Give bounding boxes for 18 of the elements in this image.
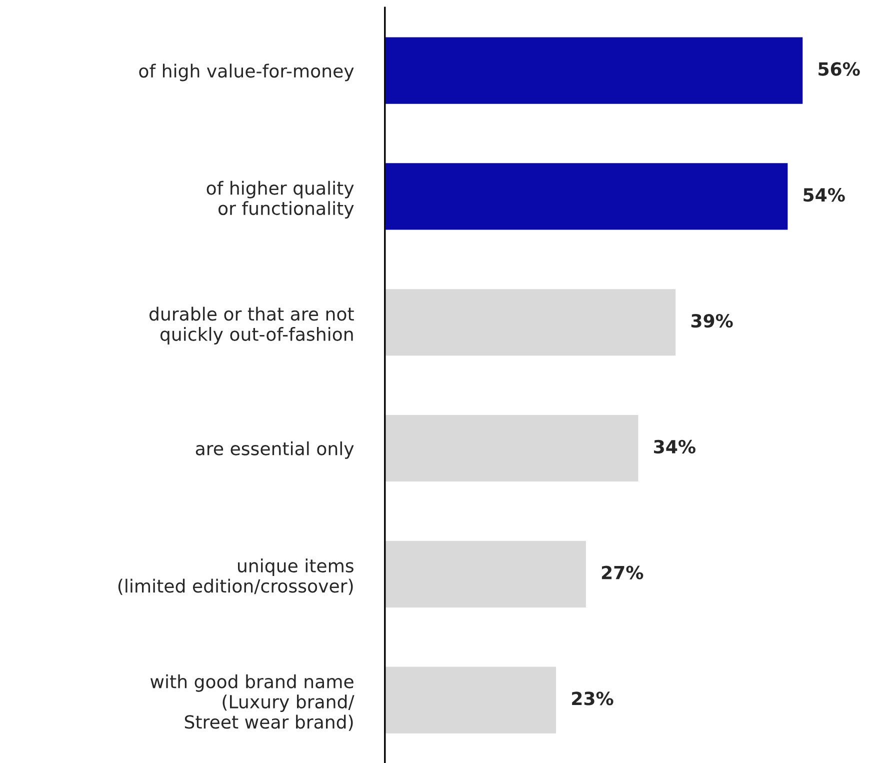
bar (384, 539, 588, 609)
y-tick-label: are essential only (196, 441, 354, 459)
y-tick-label: unique items (limited edition/crossover) (118, 558, 354, 595)
data-label: 39% (691, 314, 733, 328)
data-label: 27% (602, 566, 644, 580)
bar (384, 36, 804, 106)
bar (384, 665, 558, 735)
data-label: 23% (572, 692, 614, 706)
y-tick-label: of high value-for-money (139, 64, 354, 82)
data-label: 56% (818, 62, 860, 76)
bar (384, 414, 640, 483)
data-label: 34% (654, 440, 696, 454)
bar (384, 162, 790, 232)
y-tick-label: durable or that are not quickly out-of-fashion (149, 306, 354, 344)
data-label: 54% (804, 188, 845, 202)
y-tick-label: with good brand name (Luxury brand/ Street wear brand) (150, 674, 354, 731)
y-tick-label: of higher quality or functionality (206, 180, 354, 219)
bar (384, 288, 677, 358)
